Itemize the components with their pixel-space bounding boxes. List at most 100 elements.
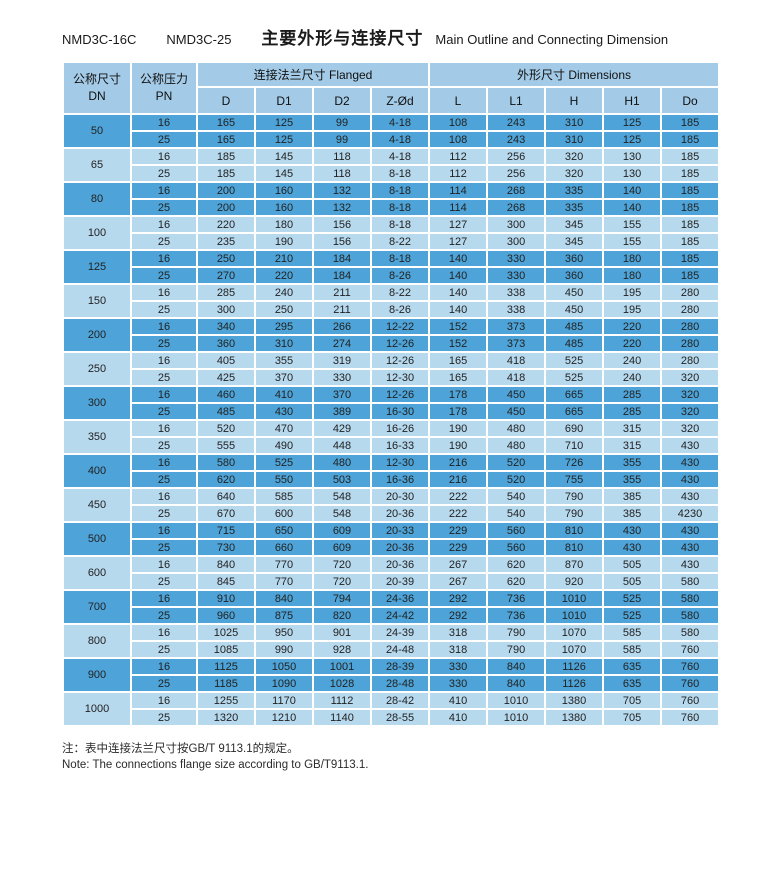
- value-cell: 28-39: [369, 657, 431, 676]
- value-cell: 635: [602, 657, 663, 676]
- value-cell: 1085: [196, 640, 256, 659]
- value-cell: 127: [428, 215, 489, 234]
- value-cell: 928: [312, 640, 372, 659]
- value-cell: 429: [312, 419, 372, 438]
- pn-cell: 25: [130, 640, 198, 659]
- value-cell: 8-22: [369, 232, 431, 251]
- value-cell: 760: [660, 640, 721, 659]
- dn-cell: 300: [62, 385, 132, 421]
- value-cell: 580: [660, 606, 721, 625]
- value-cell: 660: [254, 538, 314, 557]
- value-cell: 156: [312, 215, 372, 234]
- value-cell: 280: [660, 351, 721, 370]
- value-cell: 16-33: [369, 436, 431, 455]
- value-cell: 418: [486, 368, 547, 387]
- value-cell: 609: [312, 538, 372, 557]
- value-cell: 650: [254, 521, 314, 540]
- value-cell: 820: [312, 606, 372, 625]
- model-number-1: NMD3C-16C: [62, 32, 137, 47]
- value-cell: 960: [196, 606, 256, 625]
- value-cell: 165: [428, 351, 489, 370]
- value-cell: 920: [544, 572, 605, 591]
- value-cell: 370: [312, 385, 372, 404]
- value-cell: 690: [544, 419, 605, 438]
- value-cell: 485: [196, 402, 256, 421]
- note-english: Note: The connections flange size accord…: [62, 758, 369, 771]
- value-cell: 270: [196, 266, 256, 285]
- value-cell: 460: [196, 385, 256, 404]
- value-cell: 20-39: [369, 572, 431, 591]
- table-row: 80 16 200 160 132 8-18 114 268 335 140 185: [62, 181, 721, 217]
- dn-cell: 700: [62, 589, 132, 625]
- value-cell: 355: [602, 453, 663, 472]
- dimension-table: 公称尺寸 DN 公称压力 PN 连接法兰尺寸 Flanged 外形尺寸 Dime…: [62, 61, 721, 727]
- value-cell: 373: [486, 334, 547, 353]
- value-cell: 12-26: [369, 385, 431, 404]
- model-number-2: NMD3C-25: [166, 32, 232, 47]
- dn-cell: 1000: [62, 691, 132, 727]
- pn-cell: 16: [130, 283, 198, 302]
- value-cell: 185: [660, 164, 721, 183]
- value-cell: 560: [486, 538, 547, 557]
- value-cell: 550: [254, 470, 314, 489]
- value-cell: 319: [312, 351, 372, 370]
- value-cell: 125: [602, 113, 663, 132]
- value-cell: 1210: [254, 708, 314, 727]
- value-cell: 520: [486, 453, 547, 472]
- value-cell: 790: [544, 487, 605, 506]
- table-row: 25 670 600 548 20-36 222 540 790 385 4230: [63, 504, 721, 523]
- value-cell: 580: [660, 623, 721, 642]
- value-cell: 140: [428, 283, 489, 302]
- value-cell: 320: [660, 368, 721, 387]
- col-header-dn-cn: 公称尺寸: [72, 72, 121, 87]
- value-cell: 640: [196, 487, 256, 506]
- value-cell: 405: [196, 351, 256, 370]
- value-cell: 448: [312, 436, 372, 455]
- value-cell: 280: [660, 300, 721, 319]
- value-cell: 280: [660, 283, 721, 302]
- table-row: 200 16 340 295 266 12-22 152 373 485 220 280: [62, 317, 721, 353]
- pn-cell: 25: [130, 538, 198, 557]
- value-cell: 950: [254, 623, 314, 642]
- table-body: 50 16 165 125 99 4-18 108 243 310 125 185 25 165 125 9…: [62, 113, 721, 727]
- value-cell: 585: [254, 487, 314, 506]
- value-cell: 715: [196, 521, 256, 540]
- value-cell: 338: [486, 283, 547, 302]
- value-cell: 256: [486, 164, 547, 183]
- value-cell: 1010: [544, 589, 605, 608]
- value-cell: 267: [428, 572, 489, 591]
- value-cell: 760: [660, 674, 721, 693]
- value-cell: 330: [486, 249, 547, 268]
- value-cell: 1010: [486, 708, 547, 727]
- value-cell: 1010: [486, 691, 547, 710]
- value-cell: 810: [544, 538, 605, 557]
- value-cell: 410: [428, 691, 489, 710]
- table-row: 25 1320 1210 1140 28-55 410 1010 1380 705 760: [63, 708, 721, 727]
- table-row: 50 16 165 125 99 4-18 108 243 310 125 185: [62, 113, 721, 149]
- value-cell: 160: [254, 181, 314, 200]
- value-cell: 330: [312, 368, 372, 387]
- value-cell: 155: [602, 215, 663, 234]
- value-cell: 560: [486, 521, 547, 540]
- value-cell: 315: [602, 436, 663, 455]
- table-row: 600 16 840 770 720 20-36 267 620 870 505 430: [62, 555, 721, 591]
- value-cell: 315: [602, 419, 663, 438]
- value-cell: 185: [660, 130, 721, 149]
- value-cell: 130: [602, 147, 663, 166]
- value-cell: 840: [196, 555, 256, 574]
- value-cell: 345: [544, 232, 605, 251]
- value-cell: 256: [486, 147, 547, 166]
- value-cell: 710: [544, 436, 605, 455]
- dn-cell: 800: [62, 623, 132, 659]
- value-cell: 295: [254, 317, 314, 336]
- value-cell: 505: [602, 572, 663, 591]
- value-cell: 300: [486, 232, 547, 251]
- value-cell: 355: [602, 470, 663, 489]
- value-cell: 292: [428, 606, 489, 625]
- value-cell: 4230: [660, 504, 721, 523]
- dn-cell: 125: [62, 249, 132, 285]
- value-cell: 840: [486, 657, 547, 676]
- value-cell: 320: [544, 164, 605, 183]
- value-cell: 1010: [544, 606, 605, 625]
